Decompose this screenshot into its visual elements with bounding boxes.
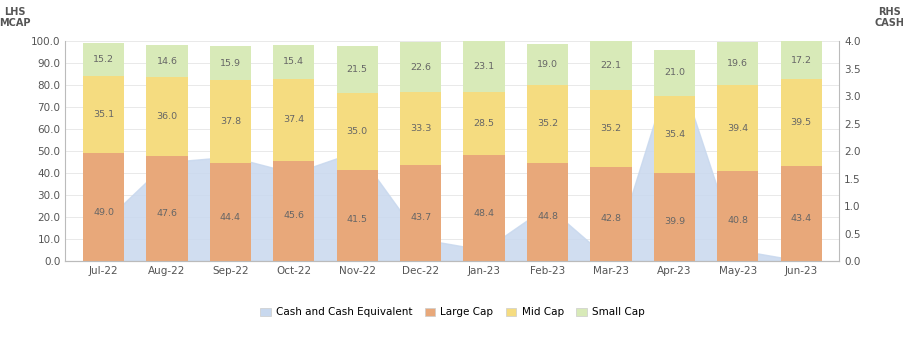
Bar (716, 42, 758, 85)
Bar (209, 164, 251, 261)
Text: 21.5: 21.5 (347, 65, 368, 74)
Bar (146, 77, 187, 156)
Bar (146, 156, 187, 261)
Bar (463, 155, 504, 261)
Text: 35.2: 35.2 (536, 119, 557, 128)
Text: 43.4: 43.4 (790, 214, 811, 223)
Text: 35.1: 35.1 (93, 110, 114, 119)
Bar (716, 171, 758, 261)
Bar (336, 93, 377, 170)
Text: 23.1: 23.1 (473, 62, 494, 71)
Text: 19.6: 19.6 (727, 59, 748, 68)
Text: 22.1: 22.1 (600, 61, 620, 70)
Text: 42.8: 42.8 (600, 214, 620, 223)
Text: 15.2: 15.2 (93, 55, 114, 64)
Text: 14.6: 14.6 (156, 57, 177, 66)
Text: 47.6: 47.6 (156, 210, 177, 218)
Bar (653, 96, 694, 173)
Text: LHS
MCAP: LHS MCAP (0, 7, 31, 28)
Text: 35.4: 35.4 (663, 130, 684, 139)
Text: 22.6: 22.6 (410, 63, 431, 72)
Text: 15.9: 15.9 (219, 58, 240, 68)
Legend: Cash and Cash Equivalent, Large Cap, Mid Cap, Small Cap: Cash and Cash Equivalent, Large Cap, Mid… (256, 303, 648, 322)
Bar (273, 79, 314, 161)
Text: 17.2: 17.2 (790, 55, 811, 65)
Bar (400, 42, 441, 92)
Text: 41.5: 41.5 (347, 215, 368, 224)
Bar (336, 46, 377, 93)
Text: 45.6: 45.6 (283, 211, 304, 220)
Bar (463, 92, 504, 155)
Bar (526, 163, 567, 261)
Bar (780, 41, 821, 79)
Text: 49.0: 49.0 (93, 208, 114, 217)
Text: 44.8: 44.8 (536, 212, 557, 221)
Bar (336, 170, 377, 261)
Bar (463, 41, 504, 92)
Text: 35.2: 35.2 (600, 124, 621, 133)
Bar (590, 167, 631, 261)
Bar (526, 85, 567, 163)
Bar (526, 44, 567, 85)
Text: RHS
CASH: RHS CASH (873, 7, 903, 28)
Bar (146, 45, 187, 77)
Bar (83, 43, 124, 76)
Bar (400, 165, 441, 261)
Bar (83, 153, 124, 261)
Text: 39.9: 39.9 (663, 217, 684, 226)
Bar (590, 90, 631, 167)
Text: 33.3: 33.3 (410, 124, 431, 133)
Text: 39.4: 39.4 (726, 124, 748, 132)
Bar (209, 46, 251, 80)
Bar (780, 166, 821, 261)
Bar (400, 92, 441, 165)
Text: 48.4: 48.4 (473, 209, 494, 218)
Text: 44.4: 44.4 (219, 213, 240, 222)
Bar (653, 49, 694, 96)
Text: 15.4: 15.4 (283, 57, 304, 66)
Text: 28.5: 28.5 (473, 119, 494, 128)
Text: 43.7: 43.7 (410, 213, 431, 222)
Bar (780, 79, 821, 166)
Text: 40.8: 40.8 (727, 216, 748, 225)
Text: 19.0: 19.0 (536, 60, 557, 69)
Bar (716, 85, 758, 171)
Text: 35.0: 35.0 (346, 127, 368, 136)
Text: 37.4: 37.4 (283, 115, 304, 124)
Bar (83, 76, 124, 153)
Text: 21.0: 21.0 (663, 68, 684, 77)
Text: 39.5: 39.5 (790, 118, 811, 127)
Bar (653, 173, 694, 261)
Bar (273, 161, 314, 261)
Text: 37.8: 37.8 (219, 118, 241, 126)
Bar (273, 45, 314, 79)
Text: 36.0: 36.0 (156, 113, 177, 121)
Bar (209, 80, 251, 164)
Bar (590, 41, 631, 90)
